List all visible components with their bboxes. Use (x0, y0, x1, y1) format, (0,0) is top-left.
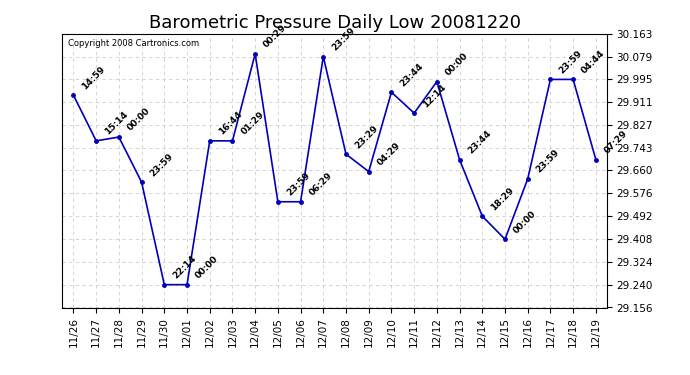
Text: 14:59: 14:59 (81, 64, 107, 91)
Title: Barometric Pressure Daily Low 20081220: Barometric Pressure Daily Low 20081220 (148, 14, 521, 32)
Text: 15:14: 15:14 (103, 110, 130, 137)
Text: 23:59: 23:59 (148, 152, 175, 178)
Text: 00:00: 00:00 (126, 106, 152, 133)
Text: 00:00: 00:00 (512, 209, 538, 235)
Text: 04:44: 04:44 (580, 48, 607, 75)
Text: 18:29: 18:29 (489, 185, 516, 212)
Text: 23:59: 23:59 (285, 171, 311, 198)
Text: 01:29: 01:29 (239, 110, 266, 137)
Text: 22:14: 22:14 (171, 254, 198, 280)
Text: 06:29: 06:29 (308, 171, 334, 198)
Text: 00:00: 00:00 (194, 254, 220, 280)
Text: Copyright 2008 Cartronics.com: Copyright 2008 Cartronics.com (68, 39, 199, 48)
Text: 23:59: 23:59 (331, 26, 357, 53)
Text: 23:44: 23:44 (466, 129, 493, 156)
Text: 07:29: 07:29 (603, 129, 629, 156)
Text: 00:00: 00:00 (444, 51, 470, 77)
Text: 04:29: 04:29 (375, 141, 402, 167)
Text: 23:59: 23:59 (558, 48, 584, 75)
Text: 12:14: 12:14 (421, 82, 448, 109)
Text: 23:59: 23:59 (535, 148, 562, 175)
Text: 23:44: 23:44 (398, 61, 425, 88)
Text: 00:29: 00:29 (262, 23, 288, 50)
Text: 16:44: 16:44 (217, 110, 244, 137)
Text: 23:29: 23:29 (353, 123, 380, 150)
